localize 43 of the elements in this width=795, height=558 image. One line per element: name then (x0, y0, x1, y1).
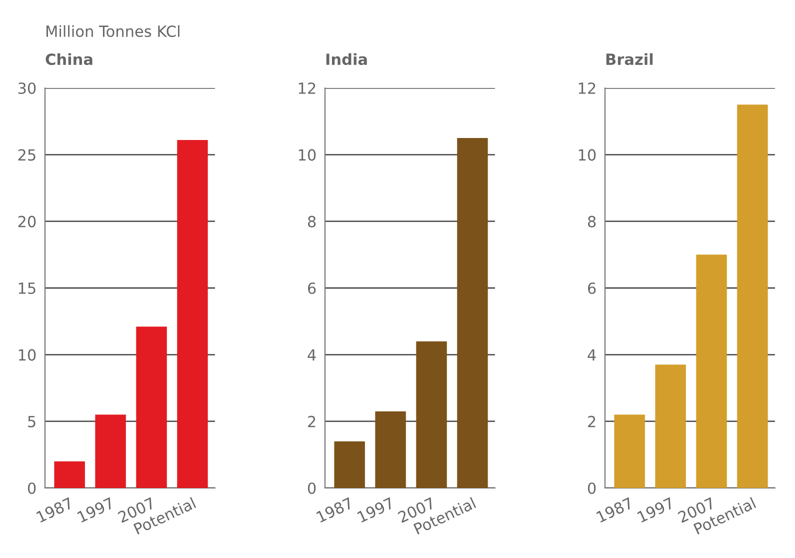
y-tick-label: 0 (308, 482, 316, 494)
x-tick-label: 1987 (596, 497, 634, 523)
bar (95, 414, 126, 488)
chart-title: China (46, 53, 92, 66)
y-tick-label: 10 (18, 349, 36, 361)
y-tick-label: 25 (18, 149, 36, 161)
y-tick-label: 10 (578, 149, 596, 161)
chart-title: India (326, 53, 367, 66)
bar (177, 140, 208, 488)
y-tick-label: 30 (18, 82, 36, 94)
y-tick-label: 4 (588, 349, 596, 360)
bar (696, 254, 727, 488)
y-tick-label: 0 (28, 482, 36, 494)
y-tick-label: 6 (588, 282, 596, 294)
x-tick-label: 1987 (316, 497, 354, 523)
x-tick-label: 1997 (356, 497, 394, 523)
y-tick-label: 10 (298, 149, 316, 161)
bar (737, 104, 768, 488)
x-tick-label: 1997 (76, 497, 114, 523)
bar (655, 364, 686, 488)
y-axis-title: Million Tonnes KCl (46, 25, 180, 38)
bar (136, 326, 167, 488)
bar (334, 441, 365, 488)
y-tick-label: 20 (18, 216, 36, 228)
bar (54, 461, 85, 488)
bar (375, 411, 406, 488)
y-tick-label: 12 (298, 82, 316, 94)
y-tick-label: 12 (578, 82, 596, 94)
x-tick-label: 1987 (36, 497, 74, 523)
y-tick-label: 15 (18, 282, 36, 294)
y-tick-label: 0 (588, 482, 596, 494)
y-tick-label: 5 (28, 416, 36, 428)
bar (416, 341, 447, 488)
y-tick-label: 6 (308, 282, 316, 294)
y-tick-label: 8 (588, 216, 596, 228)
y-tick-label: 4 (308, 349, 316, 360)
chart-title: Brazil (606, 53, 653, 66)
y-tick-label: 2 (308, 416, 316, 428)
bar (457, 138, 488, 488)
x-tick-label: 1997 (636, 497, 674, 523)
y-tick-label: 2 (588, 416, 596, 428)
y-tick-label: 8 (308, 216, 316, 228)
bar (614, 414, 645, 488)
